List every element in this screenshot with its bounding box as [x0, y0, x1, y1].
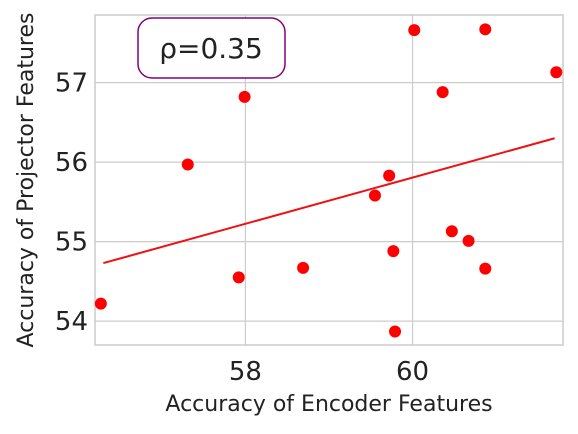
y-axis-label: Accuracy of Projector Features	[14, 13, 39, 348]
data-point	[297, 261, 310, 274]
data-point	[232, 271, 245, 284]
grid-lines	[95, 15, 563, 345]
data-point	[94, 297, 107, 310]
x-tick-label: 60	[396, 357, 429, 387]
data-point	[479, 23, 492, 36]
data-point	[436, 86, 449, 99]
data-point	[387, 245, 400, 258]
data-point	[181, 158, 194, 171]
data-point	[383, 169, 396, 182]
x-tick-label: 58	[229, 357, 262, 387]
fit-line	[103, 137, 555, 265]
x-axis-label: Accuracy of Encoder Features	[165, 392, 492, 417]
data-point	[550, 66, 563, 79]
data-point	[445, 225, 458, 238]
data-point	[389, 325, 402, 338]
fit-line-group	[103, 137, 555, 265]
annotation-box	[137, 17, 286, 79]
y-tick-label: 57	[55, 69, 88, 99]
y-tick-label: 54	[55, 307, 88, 337]
data-point	[368, 189, 381, 202]
y-tick-label: 56	[55, 148, 88, 178]
plot-area-frame	[94, 14, 564, 346]
data-point	[479, 262, 492, 275]
correlation-annotation: ρ=0.35	[137, 17, 286, 79]
data-point	[408, 24, 421, 37]
data-point	[462, 234, 475, 247]
data-points	[94, 23, 563, 338]
x-tick-labels: 58 60	[229, 357, 429, 387]
y-tick-labels: 54 55 56 57	[55, 69, 88, 338]
annotation-text: ρ=0.35	[159, 32, 263, 65]
y-tick-label: 55	[55, 228, 88, 258]
data-point	[238, 90, 251, 103]
